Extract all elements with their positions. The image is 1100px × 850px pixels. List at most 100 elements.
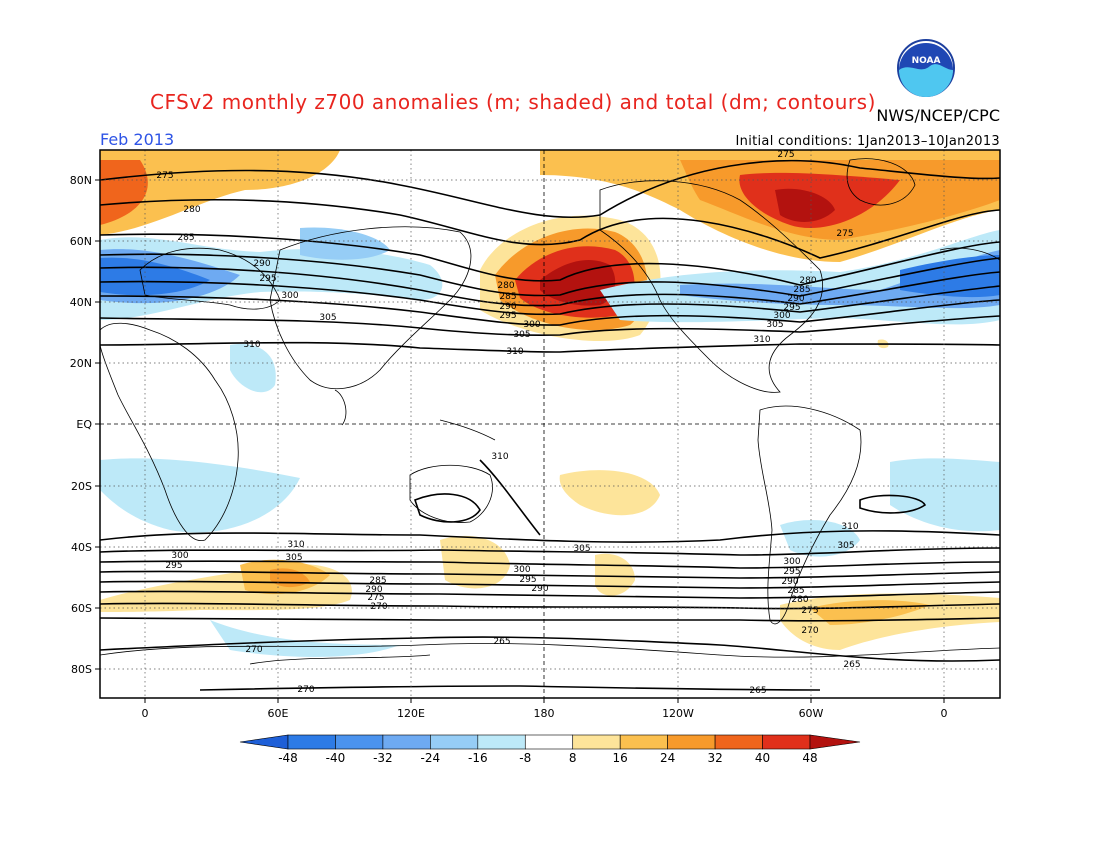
contour-label: 295 [259,274,276,284]
contour-label: 310 [287,540,304,550]
colorbar-tick-label: 40 [755,751,770,765]
contour-label: 305 [319,313,336,323]
contour-label: 300 [281,291,298,301]
colorbar-tick-label: -8 [519,751,531,765]
contour-label: 290 [365,585,382,595]
lon-tick-label: 0 [142,707,149,720]
lat-tick-label: 40S [71,541,92,554]
figure-title: CFSv2 monthly z700 anomalies (m; shaded)… [150,90,876,114]
colorbar-swatch [714,734,763,750]
colorbar-tick-label: 48 [802,751,817,765]
colorbar-swatch [619,734,668,750]
lat-tick-label: 60N [70,235,92,248]
contour-label: 305 [285,553,302,563]
contour-label: 295 [499,311,516,321]
colorbar-tick-label: -48 [278,751,298,765]
reference-lines [100,150,1000,698]
lon-axis: 0 60E 120E 180 120W 60W 0 [142,698,948,720]
lat-tick-label: 20N [70,357,92,370]
colorbar-tick-label: 16 [613,751,628,765]
contour-label: 305 [513,330,530,340]
colorbar-tick-label: -32 [373,751,393,765]
contour-label: 280 [183,205,200,215]
contour-label: 265 [843,660,860,670]
contour-label: 295 [519,575,536,585]
contour-label: 295 [783,567,800,577]
contour-label: 275 [777,150,794,160]
colorbar-tick-label: 32 [707,751,722,765]
colorbar-tick-label: -40 [326,751,346,765]
contour-label: 300 [171,551,188,561]
contour-label: 305 [573,544,590,554]
contour-label: 295 [783,303,800,313]
contour-label: 275 [801,606,818,616]
contour-label: 285 [177,233,194,243]
noaa-logo: NOAA [897,39,955,97]
anomaly-shading [100,150,1000,657]
contour-label: 300 [773,311,790,321]
lon-tick-label: 0 [941,707,948,720]
lon-tick-label: 120W [662,707,694,720]
colorbar-swatch [572,734,621,750]
contour-label: 310 [506,347,523,357]
contour-label: 290 [787,294,804,304]
contour-label: 285 [369,576,386,586]
initial-conditions: Initial conditions: 1Jan2013–10Jan2013 [736,134,1000,149]
contour-label: 275 [156,171,173,181]
contour-label: 280 [791,595,808,605]
contour-label: 310 [753,335,770,345]
contour-label: 305 [766,320,783,330]
lat-tick-label: 20S [71,480,92,493]
lat-tick-label: 40N [70,296,92,309]
colorbar-arrow-high [809,734,861,750]
contour-label: 300 [783,557,800,567]
colorbar-swatch [335,734,384,750]
colorbar-tick-label: 8 [569,751,577,765]
contour-label: 275 [836,229,853,239]
colorbar-swatch [382,734,431,750]
contour-labels: 275 280 285 290 295 300 305 310 280 285 … [156,150,860,696]
contour-label: 275 [367,593,384,603]
lon-tick-label: 60E [268,707,289,720]
height-contours [100,159,1000,691]
contour-label: 285 [499,292,516,302]
valid-month: Feb 2013 [100,130,174,149]
contour-label: 300 [513,565,530,575]
lat-axis: 80N 60N 40N 20N EQ 20S 40S 60S 80S [70,174,100,676]
contour-label: 305 [837,541,854,551]
contour-label: 295 [165,561,182,571]
contour-label: 270 [370,602,387,612]
colorbar-swatch [524,734,574,750]
lat-tick-label: 80S [71,663,92,676]
contour-label: 270 [245,645,262,655]
contour-label: 285 [787,586,804,596]
lat-tick-label: 80N [70,174,92,187]
colorbar-tick-label: 24 [660,751,675,765]
colorbar-swatch [477,734,526,750]
colorbar-swatch [430,734,479,750]
contour-label: 310 [841,522,858,532]
lon-tick-label: 60W [799,707,824,720]
contour-label: 310 [243,340,260,350]
colorbar-tick-label: -16 [468,751,488,765]
contour-label: 290 [253,259,270,269]
contour-label: 290 [499,302,516,312]
contour-label: 300 [523,320,540,330]
coastlines [100,158,1000,665]
lon-tick-label: 120E [397,707,425,720]
noaa-logo-text: NOAA [912,56,941,66]
colorbar-swatch [667,734,716,750]
map-panel: 275 280 285 290 295 300 305 310 280 285 … [100,150,1000,698]
lat-tick-label: 60S [71,602,92,615]
contour-label: 280 [497,281,514,291]
agency-label: NWS/NCEP/CPC [876,106,1000,125]
contour-label: 270 [801,626,818,636]
gridlines [100,150,1000,698]
contour-label: 285 [793,285,810,295]
colorbar-tick-label: -24 [421,751,441,765]
colorbar: -48 -40 -32 -24 -16 -8 8 16 24 32 40 48 [239,734,861,765]
contour-label: 265 [749,686,766,696]
colorbar-swatch [762,734,811,750]
contour-label: 290 [781,577,798,587]
